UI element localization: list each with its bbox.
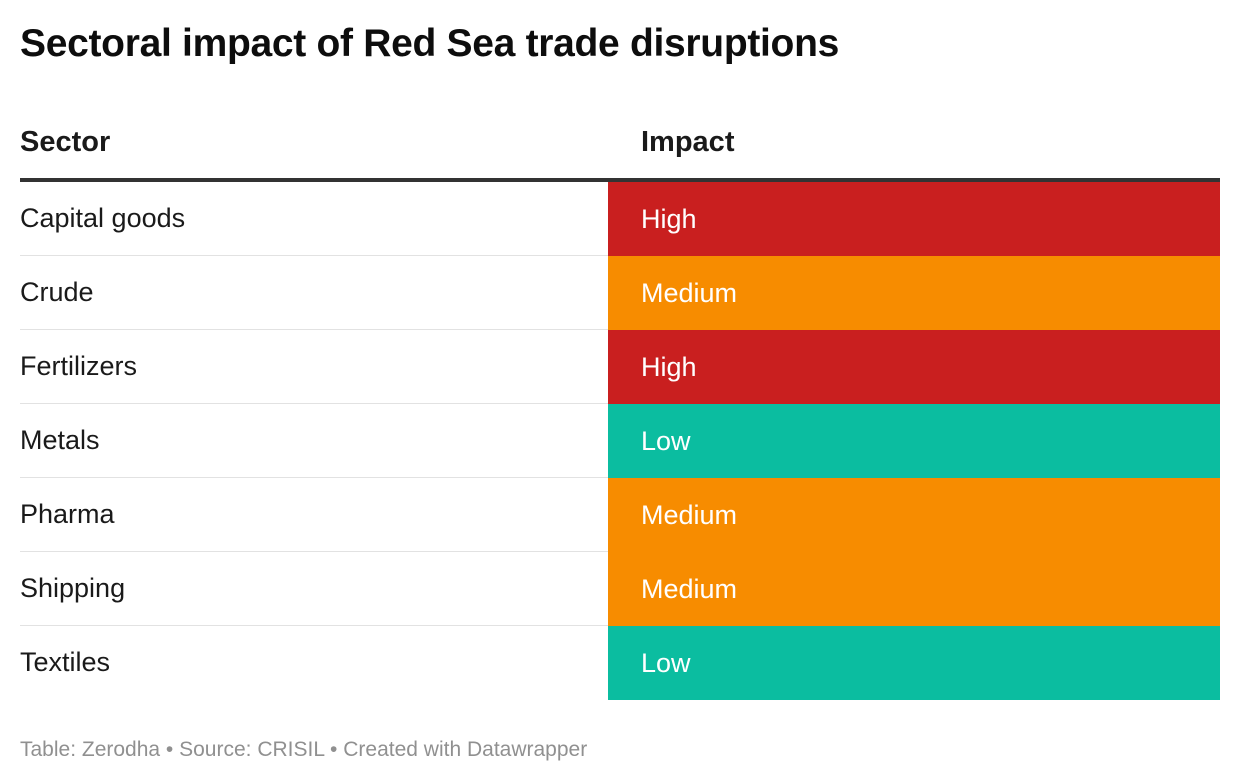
table-row: Textiles Low bbox=[20, 626, 1220, 700]
impact-table: Sector Impact Capital goods High Crude Medi… bbox=[20, 112, 1220, 700]
sector-cell: Shipping bbox=[20, 552, 608, 626]
table-row: Capital goods High bbox=[20, 182, 1220, 256]
table-header-row: Sector Impact bbox=[20, 112, 1220, 182]
impact-cell: High bbox=[608, 330, 1220, 404]
impact-cell: Medium bbox=[608, 256, 1220, 330]
chart-footer: Table: Zerodha • Source: CRISIL • Create… bbox=[20, 738, 588, 761]
impact-cell: Medium bbox=[608, 552, 1220, 626]
table-row: Fertilizers High bbox=[20, 330, 1220, 404]
table-body: Capital goods High Crude Medium Fertilizers H… bbox=[20, 182, 1220, 700]
table-row: Pharma Medium bbox=[20, 478, 1220, 552]
sector-cell: Pharma bbox=[20, 478, 608, 552]
impact-cell: Low bbox=[608, 404, 1220, 478]
sector-cell: Textiles bbox=[20, 647, 111, 677]
column-header-impact: Impact bbox=[641, 126, 735, 158]
table-row: Metals Low bbox=[20, 404, 1220, 478]
sector-cell: Capital goods bbox=[20, 182, 608, 256]
table-row: Shipping Medium bbox=[20, 552, 1220, 626]
sector-cell: Crude bbox=[20, 256, 608, 330]
table-row: Crude Medium bbox=[20, 256, 1220, 330]
impact-cell: Medium bbox=[608, 478, 1220, 552]
sector-cell: Metals bbox=[20, 404, 608, 478]
column-header-sector: Sector bbox=[20, 126, 111, 158]
impact-cell: High bbox=[608, 182, 1220, 256]
chart-title: Sectoral impact of Red Sea trade disrupt… bbox=[20, 22, 839, 65]
impact-cell: Low bbox=[608, 626, 1220, 700]
sector-cell: Fertilizers bbox=[20, 330, 608, 404]
